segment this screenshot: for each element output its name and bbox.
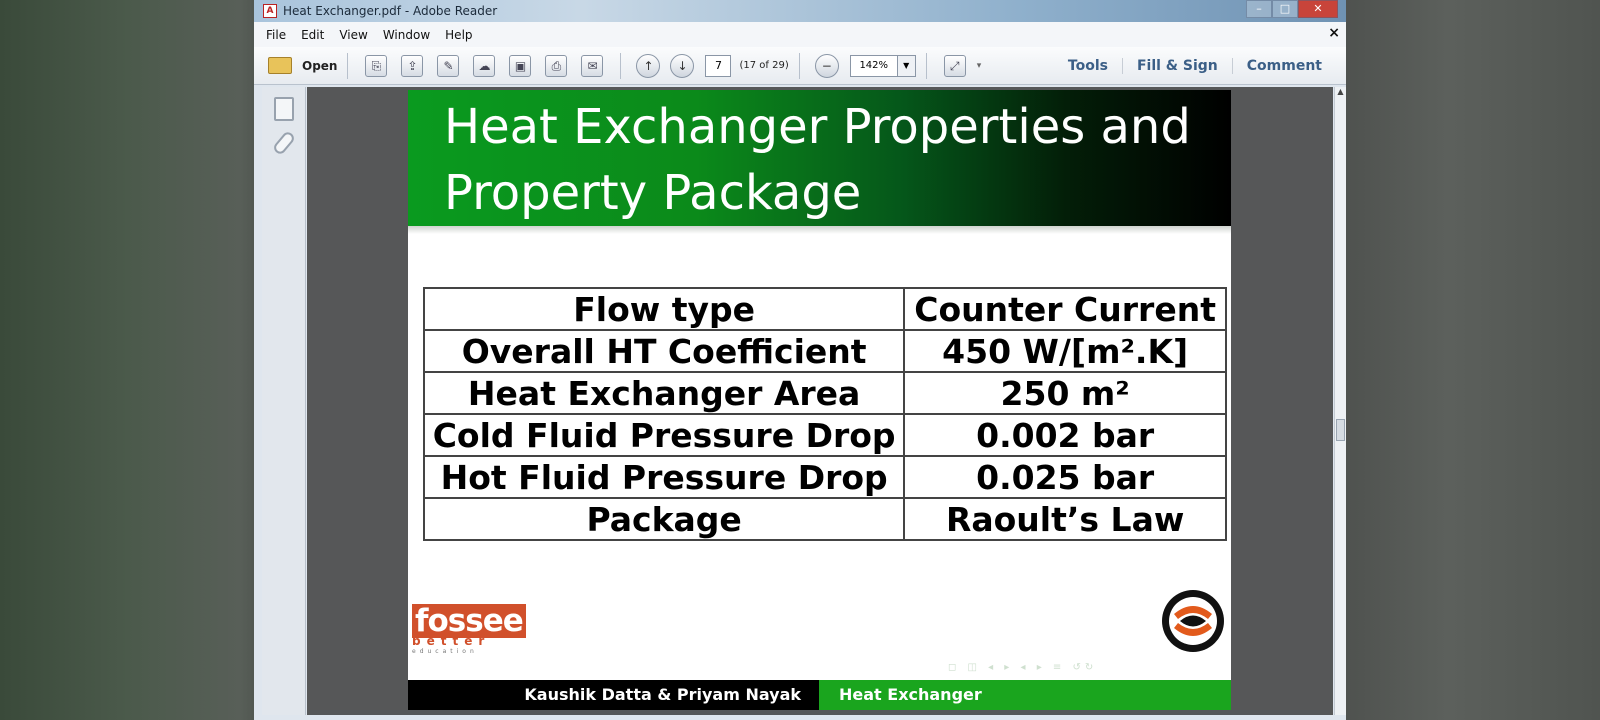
- open-label: Open: [302, 58, 338, 73]
- zoom-input[interactable]: 142%: [849, 54, 898, 77]
- window-title: Heat Exchanger.pdf - Adobe Reader: [283, 4, 498, 18]
- menu-file[interactable]: File: [266, 27, 287, 42]
- property-label: Overall HT Coefficient: [422, 329, 906, 373]
- pdf-icon: A: [263, 4, 277, 18]
- table-row: Package Raoult’s Law: [422, 497, 1227, 541]
- properties-table: Flow type Counter Current Overall HT Coe…: [422, 287, 1227, 541]
- toolbar: Open ⎘ ⇪ ✎ ☁ ▣ ⎙ ✉ ↑ ↓ 7 (17 of 29) − 14…: [254, 47, 1346, 85]
- zoom-dropdown-icon[interactable]: ▼: [897, 54, 916, 77]
- fill-sign-link[interactable]: Fill & Sign: [1121, 58, 1232, 74]
- toolbar-separator: [798, 52, 800, 79]
- slide-header: Heat Exchanger Properties and Property P…: [408, 90, 1231, 234]
- table-row: Heat Exchanger Area 250 m²: [422, 371, 1227, 415]
- fossee-logo-text: fossee: [412, 604, 526, 638]
- property-label: Hot Fluid Pressure Drop: [422, 455, 906, 499]
- property-value: 450 W/[m².K]: [903, 329, 1227, 373]
- menu-help[interactable]: Help: [445, 27, 473, 42]
- export-pdf-icon[interactable]: ⇪: [401, 54, 424, 77]
- email-icon[interactable]: ✉: [581, 54, 604, 77]
- pages-icon[interactable]: [273, 97, 294, 121]
- spoken-tutorial-logo: [1162, 590, 1224, 652]
- menu-edit[interactable]: Edit: [301, 27, 325, 42]
- window-controls: – □ ✕: [1246, 0, 1338, 18]
- title-bar: A Heat Exchanger.pdf - Adobe Reader – □ …: [254, 0, 1346, 22]
- page-count: (17 of 29): [739, 60, 789, 71]
- scroll-thumb[interactable]: [1336, 419, 1345, 441]
- slide-title: Heat Exchanger Properties and Property P…: [444, 94, 1204, 226]
- create-pdf-icon[interactable]: ⎘: [365, 54, 388, 77]
- property-value: 250 m²: [903, 371, 1227, 415]
- close-document-button[interactable]: ×: [1328, 25, 1340, 41]
- previous-page-icon[interactable]: ↑: [636, 53, 661, 78]
- fossee-logo-subtext2: education: [412, 648, 478, 655]
- maximize-button[interactable]: □: [1272, 0, 1298, 18]
- edit-pdf-icon[interactable]: ✎: [437, 54, 460, 77]
- property-label: Package: [422, 497, 906, 541]
- background-right: [1346, 0, 1600, 720]
- slide-title-line1: Heat Exchanger Properties and: [444, 99, 1191, 155]
- print-icon[interactable]: ⎙: [545, 54, 568, 77]
- table-row: Hot Fluid Pressure Drop 0.025 bar: [422, 455, 1227, 499]
- slide-title-line2: Property Package: [444, 165, 862, 221]
- table-row: Overall HT Coefficient 450 W/[m².K]: [422, 329, 1227, 373]
- attachments-icon[interactable]: [271, 129, 296, 157]
- toolbar-separator: [347, 52, 349, 79]
- folder-icon: [268, 57, 292, 74]
- save-icon[interactable]: ▣: [509, 54, 532, 77]
- table-row: Cold Fluid Pressure Drop 0.002 bar: [422, 413, 1227, 457]
- comment-link[interactable]: Comment: [1231, 58, 1336, 74]
- cloud-upload-icon[interactable]: ☁: [473, 54, 496, 77]
- fossee-logo-subtext: better: [412, 634, 491, 648]
- property-label: Flow type: [422, 287, 906, 331]
- toolbar-links: Tools Fill & Sign Comment: [1054, 47, 1336, 85]
- fit-page-icon[interactable]: ⤢: [943, 54, 966, 77]
- property-value: 0.025 bar: [903, 455, 1227, 499]
- menu-window[interactable]: Window: [382, 27, 431, 42]
- property-label: Cold Fluid Pressure Drop: [422, 413, 906, 457]
- minimize-button[interactable]: –: [1246, 0, 1272, 18]
- page-number-input[interactable]: 7: [705, 54, 732, 77]
- property-label: Heat Exchanger Area: [422, 371, 906, 415]
- menu-view[interactable]: View: [339, 27, 368, 42]
- pdf-page: Heat Exchanger Properties and Property P…: [408, 90, 1231, 710]
- menu-bar: File Edit View Window Help ×: [254, 22, 1346, 47]
- footer-topic: Heat Exchanger: [819, 680, 1231, 710]
- next-page-icon[interactable]: ↓: [670, 53, 695, 78]
- toolbar-separator: [925, 52, 927, 79]
- property-value: 0.002 bar: [903, 413, 1227, 457]
- zoom-out-icon[interactable]: −: [814, 53, 839, 78]
- close-button[interactable]: ✕: [1298, 0, 1338, 18]
- vertical-scrollbar[interactable]: ▲: [1334, 87, 1346, 715]
- fossee-logo: fossee better education: [412, 604, 536, 662]
- navigation-pane: [262, 87, 306, 715]
- scroll-up-icon[interactable]: ▲: [1337, 87, 1344, 96]
- beamer-navigation-symbols: ◻ ◫ ◂ ▸ ◂ ▸ ≡ ↺↻: [948, 662, 1098, 673]
- property-value: Raoult’s Law: [903, 497, 1227, 541]
- toolbar-menu-icon[interactable]: ▾: [976, 60, 982, 71]
- tools-link[interactable]: Tools: [1067, 58, 1108, 74]
- open-button[interactable]: Open: [268, 57, 337, 74]
- table-row: Flow type Counter Current: [422, 287, 1227, 331]
- slide-footer: Kaushik Datta & Priyam Nayak Heat Exchan…: [408, 680, 1231, 710]
- property-value: Counter Current: [903, 287, 1227, 331]
- footer-authors: Kaushik Datta & Priyam Nayak: [408, 680, 819, 710]
- header-shadow: [408, 226, 1231, 234]
- toolbar-separator: [620, 52, 622, 79]
